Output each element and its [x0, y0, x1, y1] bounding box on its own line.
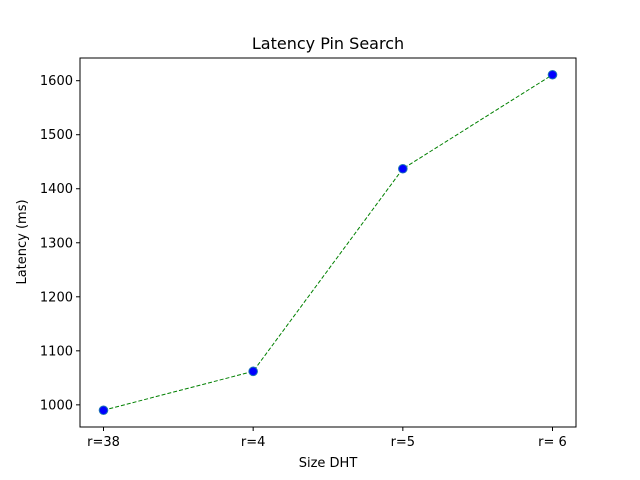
y-tick-label: 1000 [40, 398, 73, 413]
x-tick-label: r=38 [87, 435, 120, 450]
x-tick-label: r= 6 [538, 435, 567, 450]
y-tick-label: 1200 [40, 290, 73, 305]
chart-title: Latency Pin Search [252, 34, 404, 53]
data-point [547, 69, 558, 80]
plot-area [98, 69, 558, 416]
y-tick-label: 1400 [40, 182, 73, 197]
y-axis: 1000 1100 1200 1300 1400 1500 1600 [40, 74, 80, 413]
y-tick-label: 1100 [40, 344, 73, 359]
series-line [103, 74, 553, 411]
y-tick-label: 1300 [40, 236, 73, 251]
data-point [398, 163, 408, 174]
x-tick-label: r=5 [391, 435, 416, 450]
data-point [248, 366, 258, 377]
x-tick-label: r=4 [241, 435, 266, 450]
data-point [98, 405, 109, 416]
y-tick-label: 1500 [40, 128, 73, 143]
y-axis-label: Latency (ms) [15, 199, 30, 284]
x-axis-label: Size DHT [299, 456, 358, 471]
axes-frame [79, 57, 577, 428]
y-tick-label: 1600 [40, 74, 73, 89]
x-axis: r=38 r=4 r=5 r= 6 [87, 427, 567, 450]
